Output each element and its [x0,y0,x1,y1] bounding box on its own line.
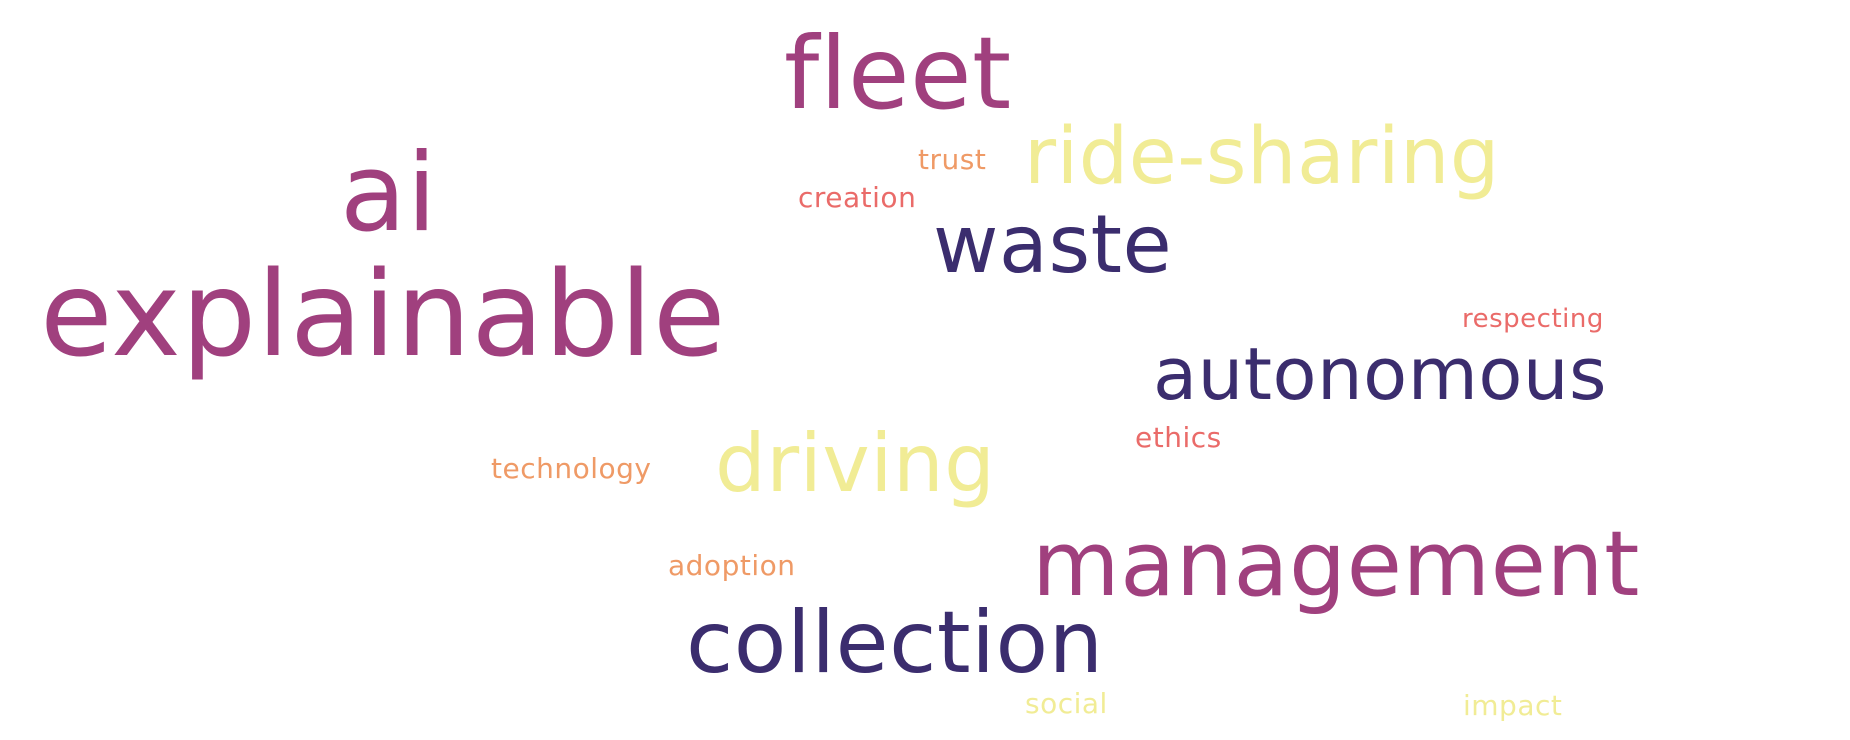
word-trust: trust [918,143,987,176]
word-waste: waste [933,198,1173,291]
word-adoption: adoption [668,549,796,582]
word-management: management [1032,512,1640,617]
word-fleet: fleet [784,15,1012,132]
word-respecting: respecting [1462,304,1604,334]
word-ethics: ethics [1135,421,1222,454]
word-ride-sharing: ride-sharing [1024,112,1500,202]
word-impact: impact [1463,689,1563,722]
word-collection: collection [686,593,1104,693]
word-driving: driving [715,417,996,510]
word-creation: creation [798,181,917,214]
word-autonomous: autonomous [1153,332,1608,416]
word-social: social [1025,687,1108,720]
word-technology: technology [491,452,652,485]
word-ai: ai [340,131,438,256]
word-explainable: explainable [40,245,727,383]
